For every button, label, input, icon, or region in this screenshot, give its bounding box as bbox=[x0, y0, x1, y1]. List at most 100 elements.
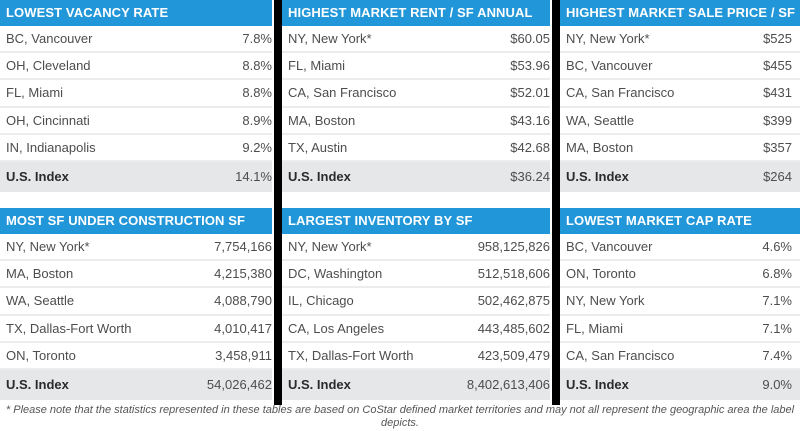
us-index-value: 8,402,613,406 bbox=[466, 377, 550, 393]
market-value: 4,088,790 bbox=[214, 293, 272, 309]
market-name: WA, Seattle bbox=[6, 293, 75, 309]
table-row: CA, San Francisco $431 bbox=[560, 80, 800, 108]
us-index-row: U.S. Index 54,026,462 bbox=[0, 369, 272, 400]
table-row: WA, Seattle 4,088,790 bbox=[0, 288, 272, 316]
market-name: CA, San Francisco bbox=[566, 85, 675, 101]
market-name: CA, San Francisco bbox=[566, 347, 675, 363]
table-row: ON, Toronto 6.8% bbox=[560, 261, 800, 289]
market-name: OH, Cleveland bbox=[6, 58, 91, 74]
us-index-label: U.S. Index bbox=[288, 377, 351, 393]
footnote: * Please note that the statistics repres… bbox=[5, 404, 795, 429]
table-row: NY, New York* 7,754,166 bbox=[0, 234, 272, 262]
market-name: MA, Boston bbox=[288, 112, 356, 128]
market-name: OH, Cincinnati bbox=[6, 112, 90, 128]
column-divider bbox=[274, 0, 282, 405]
market-name: TX, Austin bbox=[288, 139, 348, 155]
market-value: $357 bbox=[763, 139, 792, 155]
market-value: 7.4% bbox=[762, 347, 792, 363]
market-value: $52.01 bbox=[510, 85, 550, 101]
market-value: 3,458,911 bbox=[215, 347, 272, 363]
table-row: DC, Washington 512,518,606 bbox=[282, 261, 550, 289]
market-name: DC, Washington bbox=[288, 266, 383, 282]
table-row: MA, Boston $357 bbox=[560, 135, 800, 162]
us-index-row: U.S. Index 9.0% bbox=[560, 369, 800, 400]
table-row: IL, Chicago 502,462,875 bbox=[282, 288, 550, 316]
us-index-row: U.S. Index $36.24 bbox=[282, 161, 550, 192]
market-value: $525 bbox=[763, 31, 792, 47]
largest-inventory-table: LARGEST INVENTORY BY SF NY, New York* 958,… bbox=[282, 208, 550, 400]
market-name: MA, Boston bbox=[6, 266, 74, 282]
lowest-market-cap-rate-table: LOWEST MARKET CAP RATE BC, Vancouver 4.6% O… bbox=[560, 208, 800, 400]
market-name: NY, New York* bbox=[288, 31, 372, 47]
market-name: ON, Toronto bbox=[566, 266, 636, 282]
us-index-value: $36.24 bbox=[510, 169, 550, 185]
us-index-value: $264 bbox=[763, 169, 792, 185]
market-value: 7.1% bbox=[762, 320, 792, 336]
table-row: WA, Seattle $399 bbox=[560, 108, 800, 135]
table-row: TX, Dallas-Fort Worth 4,010,417 bbox=[0, 316, 272, 343]
market-value: 8.8% bbox=[242, 58, 272, 74]
us-index-row: U.S. Index $264 bbox=[560, 161, 800, 192]
us-index-label: U.S. Index bbox=[6, 169, 69, 185]
market-value: 6.8% bbox=[762, 266, 792, 282]
market-name: BC, Vancouver bbox=[566, 239, 653, 255]
market-value: $455 bbox=[763, 58, 792, 74]
table-row: TX, Dallas-Fort Worth 423,509,479 bbox=[282, 343, 550, 370]
table-row: BC, Vancouver $455 bbox=[560, 53, 800, 81]
table-row: FL, Miami 7.1% bbox=[560, 316, 800, 343]
table-title: LOWEST MARKET CAP RATE bbox=[560, 208, 800, 234]
table-row: MA, Boston 4,215,380 bbox=[0, 261, 272, 289]
market-value: 9.2% bbox=[242, 139, 272, 155]
us-index-value: 9.0% bbox=[762, 377, 792, 393]
market-name: IL, Chicago bbox=[288, 293, 354, 309]
us-index-label: U.S. Index bbox=[288, 169, 351, 185]
market-name: FL, Miami bbox=[6, 85, 64, 101]
market-name: CA, Los Angeles bbox=[288, 320, 385, 336]
lowest-vacancy-rate-table: LOWEST VACANCY RATE BC, Vancouver 7.8% OH, … bbox=[0, 0, 272, 192]
highest-market-rent-table: HIGHEST MARKET RENT / SF ANNUAL NY, New Y… bbox=[282, 0, 550, 192]
market-name: FL, Miami bbox=[288, 58, 346, 74]
market-name: NY, New York* bbox=[566, 31, 650, 47]
table-row: IN, Indianapolis 9.2% bbox=[0, 135, 272, 162]
table-row: FL, Miami 8.8% bbox=[0, 80, 272, 108]
market-name: NY, New York* bbox=[288, 239, 372, 255]
table-row: ON, Toronto 3,458,911 bbox=[0, 343, 272, 370]
market-value: 423,509,479 bbox=[477, 347, 550, 363]
table-row: NY, New York* $525 bbox=[560, 26, 800, 54]
market-name: CA, San Francisco bbox=[288, 85, 397, 101]
us-index-label: U.S. Index bbox=[566, 377, 629, 393]
market-value: $399 bbox=[763, 112, 792, 128]
market-name: IN, Indianapolis bbox=[6, 139, 96, 155]
column-divider bbox=[552, 0, 560, 405]
market-value: $43.16 bbox=[510, 112, 550, 128]
market-name: MA, Boston bbox=[566, 139, 634, 155]
market-name: BC, Vancouver bbox=[566, 58, 653, 74]
market-name: FL, Miami bbox=[566, 320, 624, 336]
market-name: BC, Vancouver bbox=[6, 31, 93, 47]
market-value: 958,125,826 bbox=[477, 239, 550, 255]
market-value: 4.6% bbox=[762, 239, 792, 255]
market-value: 7,754,166 bbox=[214, 239, 272, 255]
market-value: 4,215,380 bbox=[214, 266, 272, 282]
us-index-value: 14.1% bbox=[235, 169, 272, 185]
market-value: $431 bbox=[763, 85, 792, 101]
market-value: 512,518,606 bbox=[477, 266, 550, 282]
table-row: TX, Austin $42.68 bbox=[282, 135, 550, 162]
us-index-row: U.S. Index 14.1% bbox=[0, 161, 272, 192]
table-row: CA, San Francisco $52.01 bbox=[282, 80, 550, 108]
table-title: HIGHEST MARKET RENT / SF ANNUAL bbox=[282, 0, 550, 26]
highest-market-sale-price-table: HIGHEST MARKET SALE PRICE / SF NY, New Yo… bbox=[560, 0, 800, 192]
us-index-label: U.S. Index bbox=[566, 169, 629, 185]
most-sf-under-construction-table: MOST SF UNDER CONSTRUCTION SF NY, New Yor… bbox=[0, 208, 272, 400]
market-name: TX, Dallas-Fort Worth bbox=[288, 347, 414, 363]
table-row: FL, Miami $53.96 bbox=[282, 53, 550, 81]
market-name: WA, Seattle bbox=[566, 112, 635, 128]
table-row: CA, San Francisco 7.4% bbox=[560, 343, 800, 370]
market-value: 8.8% bbox=[242, 85, 272, 101]
market-value: $60.05 bbox=[510, 31, 550, 47]
table-row: BC, Vancouver 7.8% bbox=[0, 26, 272, 54]
table-title: HIGHEST MARKET SALE PRICE / SF bbox=[560, 0, 800, 26]
market-value: 443,485,602 bbox=[477, 320, 550, 336]
table-row: OH, Cincinnati 8.9% bbox=[0, 108, 272, 135]
table-row: BC, Vancouver 4.6% bbox=[560, 234, 800, 262]
